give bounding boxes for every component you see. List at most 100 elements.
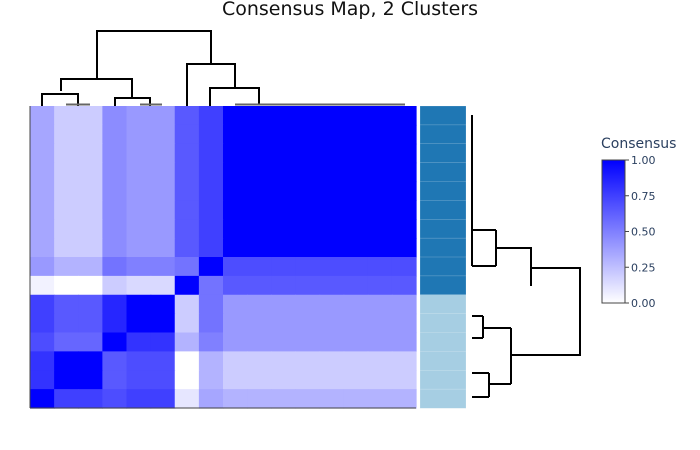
cluster-bar-segment <box>419 124 467 145</box>
heatmap-cell <box>54 351 79 371</box>
heatmap-cell <box>247 275 272 296</box>
colorbar: Consensus 1.00 0.75 0.50 0.25 0.00 <box>601 136 676 310</box>
heatmap-cell <box>126 257 152 277</box>
cluster-bar-segment <box>419 256 467 277</box>
heatmap-cell <box>295 332 321 352</box>
heatmap-cell <box>54 313 79 334</box>
heatmap-cell <box>295 313 321 334</box>
top-dendrogram-link <box>41 93 79 106</box>
heatmap-cell <box>295 370 321 390</box>
heatmap-cell <box>271 257 296 277</box>
heatmap-cell <box>343 162 369 183</box>
heatmap-cell <box>30 238 55 258</box>
heatmap-cell <box>102 332 128 352</box>
heatmap-cell <box>319 294 345 315</box>
heatmap-cell <box>78 162 103 183</box>
heatmap-cell <box>150 257 176 277</box>
heatmap-cell <box>198 106 224 126</box>
heatmap-cell <box>78 143 103 164</box>
heatmap-cell <box>30 219 55 239</box>
heatmap-cell <box>343 257 369 277</box>
heatmap-cell <box>126 332 152 352</box>
heatmap-cell <box>391 257 417 277</box>
heatmap-cell <box>295 238 321 258</box>
heatmap-cell <box>54 106 79 126</box>
heatmap-cell <box>126 275 152 296</box>
heatmap-cell <box>150 332 176 352</box>
heatmap-cell <box>391 162 417 183</box>
heatmap-cell <box>102 275 128 296</box>
heatmap-cell <box>343 124 369 145</box>
heatmap-cell <box>271 332 296 352</box>
heatmap-cell <box>223 143 248 164</box>
heatmap-cell <box>247 389 272 409</box>
heatmap-cell <box>174 332 200 352</box>
colorbar-tick-label: 1.00 <box>631 154 656 167</box>
heatmap-cell <box>295 257 321 277</box>
heatmap-cell <box>102 200 128 220</box>
heatmap-cell <box>30 162 55 183</box>
heatmap-cell <box>367 124 393 145</box>
heatmap-cell <box>150 275 176 296</box>
heatmap-cell <box>295 124 321 145</box>
heatmap-cell <box>126 238 152 258</box>
heatmap-cell <box>198 313 224 334</box>
colorbar-title: Consensus <box>601 136 676 152</box>
heatmap-cell <box>30 124 55 145</box>
heatmap-cell <box>295 351 321 371</box>
heatmap-cell <box>150 219 176 239</box>
colorbar-tick-label: 0.50 <box>631 226 656 239</box>
top-dendrogram-link <box>209 87 260 106</box>
heatmap-cell <box>295 294 321 315</box>
heatmap-cell <box>319 238 345 258</box>
heatmap-cell <box>247 181 272 201</box>
heatmap-cell <box>223 294 248 315</box>
heatmap-cell <box>78 370 103 390</box>
heatmap-cell <box>343 238 369 258</box>
heatmap-cell <box>391 238 417 258</box>
heatmap-cell <box>54 200 79 220</box>
heatmap-cell <box>150 389 176 409</box>
heatmap-cell <box>319 257 345 277</box>
cluster-bar-segment <box>419 143 467 164</box>
heatmap-cell <box>367 181 393 201</box>
heatmap-cell <box>54 257 79 277</box>
heatmap-cell <box>247 332 272 352</box>
heatmap-cell <box>319 370 345 390</box>
heatmap-cell <box>78 275 103 296</box>
heatmap-cell <box>54 275 79 296</box>
heatmap-cell <box>102 238 128 258</box>
heatmap-cell <box>247 162 272 183</box>
colorbar-tick-label: 0.00 <box>631 297 656 310</box>
heatmap-cell <box>174 370 200 390</box>
heatmap-cell <box>30 181 55 201</box>
heatmap-cell <box>319 275 345 296</box>
top-dendrogram <box>41 30 405 106</box>
heatmap-cell <box>54 370 79 390</box>
top-dendrogram-link <box>114 97 151 106</box>
heatmap-cell <box>271 238 296 258</box>
heatmap-cell <box>391 124 417 145</box>
heatmap-cell <box>271 370 296 390</box>
heatmap-cell <box>367 106 393 126</box>
heatmap-cell <box>247 370 272 390</box>
heatmap-cell <box>78 351 103 371</box>
heatmap-cell <box>174 351 200 371</box>
heatmap-cell <box>343 351 369 371</box>
heatmap-cell <box>271 219 296 239</box>
heatmap-cell <box>102 257 128 277</box>
heatmap-cell <box>198 294 224 315</box>
heatmap-cell <box>126 389 152 409</box>
heatmap-cell <box>150 313 176 334</box>
colorbar-gradient <box>601 159 626 304</box>
heatmap-cell <box>198 219 224 239</box>
heatmap-cell <box>102 370 128 390</box>
heatmap-cell <box>223 389 248 409</box>
heatmap-cell <box>391 313 417 334</box>
cluster-bar-segment <box>419 275 467 296</box>
heatmap-cell <box>247 106 272 126</box>
cluster-bar-segment <box>419 294 467 315</box>
heatmap-cell <box>78 106 103 126</box>
heatmap-cell <box>343 219 369 239</box>
heatmap-cell <box>30 200 55 220</box>
